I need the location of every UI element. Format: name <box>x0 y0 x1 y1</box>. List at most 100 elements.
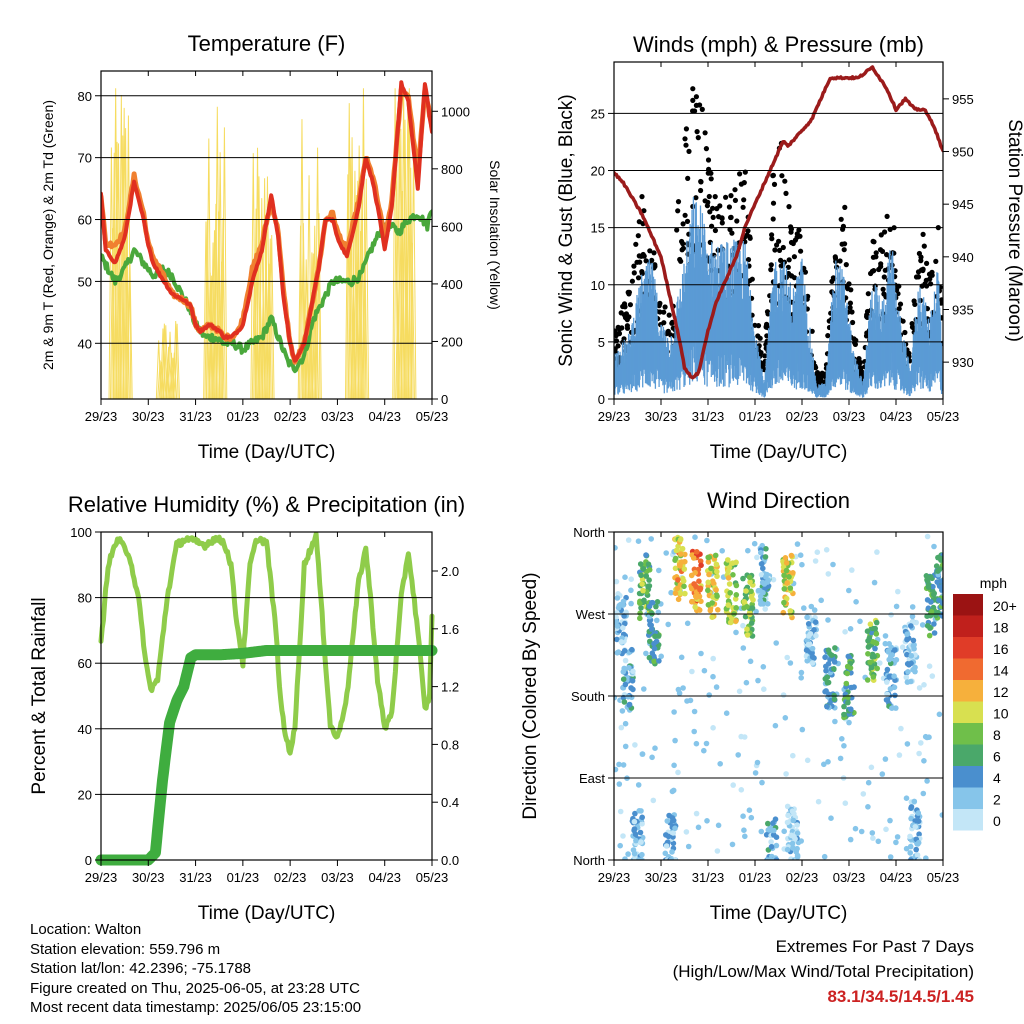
direction-point <box>799 726 806 733</box>
direction-point <box>768 844 775 850</box>
direction-point <box>904 661 911 667</box>
direction-point <box>891 673 897 679</box>
gust-point <box>708 170 714 176</box>
direction-point <box>849 567 855 573</box>
gust-point <box>677 256 683 263</box>
direction-point <box>628 576 634 582</box>
speed-legend: mph 20+ 18 16 14 12 10 8 6 4 2 0 <box>953 575 1017 831</box>
y2-tick-label: 0.8 <box>441 737 459 752</box>
direction-point <box>639 821 645 827</box>
direction-point <box>733 605 739 611</box>
direction-point <box>744 626 750 632</box>
direction-point <box>783 560 790 566</box>
x-tick-label: 05/23 <box>927 409 960 424</box>
direction-point <box>614 578 620 585</box>
y-axis-label: Percent & Total Rainfall <box>29 597 50 794</box>
x-axis-label: Time (Day/UTC) <box>710 903 848 924</box>
direction-point <box>704 537 710 544</box>
direction-point <box>839 736 845 742</box>
direction-point <box>748 594 755 600</box>
direction-point <box>622 743 629 750</box>
direction-point <box>782 715 789 721</box>
y2-tick-label: 955 <box>952 92 974 107</box>
gust-point <box>732 197 739 203</box>
gust-point <box>896 306 902 312</box>
direction-point <box>669 849 675 855</box>
gust-point <box>832 255 839 261</box>
direction-point <box>637 615 643 622</box>
created-text: Figure created on Thu, 2025-06-05, at 23… <box>30 979 360 997</box>
y-tick-label: 100 <box>70 525 92 540</box>
gust-point <box>840 223 847 229</box>
solar-spike <box>157 360 163 399</box>
direction-point <box>651 658 657 665</box>
gust-point <box>882 267 888 273</box>
direction-point <box>655 633 662 639</box>
gust-point <box>848 287 854 293</box>
gust-point <box>849 309 855 315</box>
y2-tick-label: 600 <box>441 219 463 234</box>
direction-point <box>639 814 645 821</box>
legend-label: 14 <box>993 662 1009 678</box>
gust-point <box>769 236 775 242</box>
direction-point <box>823 663 829 670</box>
direction-point <box>915 818 922 824</box>
gust-point <box>780 244 786 251</box>
direction-point <box>924 734 930 741</box>
gust-point <box>680 245 687 251</box>
direction-point <box>908 623 914 629</box>
direction-point <box>915 810 922 816</box>
direction-point <box>759 779 765 786</box>
direction-point <box>828 815 834 821</box>
direction-point <box>656 658 662 664</box>
direction-point <box>874 665 880 672</box>
gust-point <box>768 262 774 268</box>
direction-point <box>614 545 618 551</box>
x-tick-label: 31/23 <box>179 870 212 885</box>
direction-point <box>693 594 700 600</box>
direction-point <box>825 617 831 623</box>
direction-point <box>837 755 844 762</box>
direction-point <box>664 818 671 824</box>
x-tick-label: 29/23 <box>598 409 631 424</box>
y2-tick-label: 400 <box>441 277 463 292</box>
direction-point <box>705 579 711 586</box>
direction-point <box>768 839 774 845</box>
direction-point <box>632 742 638 748</box>
direction-point <box>649 599 656 606</box>
gust-point <box>841 247 847 253</box>
direction-point <box>938 578 943 584</box>
direction-point <box>795 839 802 846</box>
direction-point <box>632 831 639 838</box>
solar-spike <box>311 225 318 399</box>
direction-point <box>646 583 653 589</box>
extremes-box: Extremes For Past 7 Days (High/Low/Max W… <box>673 934 974 1009</box>
gust-point <box>920 231 926 237</box>
direction-point <box>674 585 681 592</box>
direction-point <box>867 621 874 627</box>
y-tick-label: 15 <box>591 221 605 236</box>
direction-point <box>676 562 683 568</box>
x-tick-label: 05/23 <box>927 870 960 885</box>
direction-point <box>683 829 690 835</box>
direction-point <box>822 654 828 661</box>
direction-point <box>803 647 810 653</box>
direction-point <box>866 635 873 641</box>
direction-point <box>873 619 880 626</box>
gust-point <box>737 171 743 177</box>
direction-point <box>845 694 851 701</box>
direction-point <box>794 830 801 836</box>
direction-point <box>663 843 670 849</box>
direction-point <box>740 575 746 582</box>
gust-point <box>686 148 692 154</box>
direction-point <box>733 559 739 566</box>
solar-spike <box>218 261 225 399</box>
y2-tick-label: 0 <box>441 392 448 407</box>
y-tick-label: 70 <box>78 151 92 166</box>
direction-point <box>651 645 658 652</box>
direction-point <box>694 549 700 555</box>
gust-point <box>798 248 804 254</box>
direction-point <box>758 828 765 835</box>
direction-point <box>698 650 704 657</box>
